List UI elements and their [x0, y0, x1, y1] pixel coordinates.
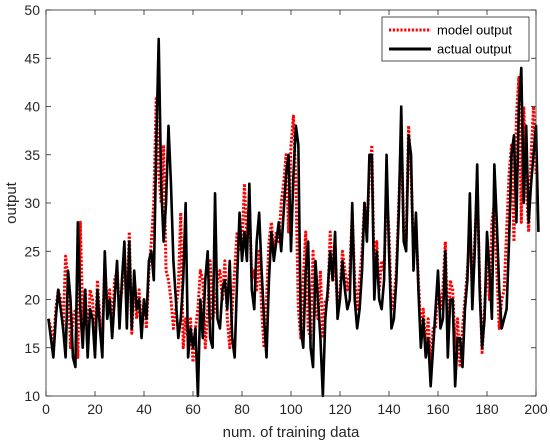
y-tick-label: 15: [24, 340, 40, 356]
x-tick-label: 200: [524, 401, 548, 417]
x-axis-label: num. of training data: [223, 424, 360, 441]
y-tick-label: 35: [24, 147, 40, 163]
legend: model output actual output: [381, 16, 530, 62]
x-tick-label: 180: [475, 401, 499, 417]
x-tick-label: 0: [42, 401, 50, 417]
x-tick-label: 160: [426, 401, 450, 417]
x-tick-label: 60: [185, 401, 201, 417]
x-tick-label: 100: [279, 401, 303, 417]
x-tick-label: 120: [328, 401, 352, 417]
legend-entry-model-output: model output: [437, 23, 513, 38]
x-tick-label: 20: [87, 401, 103, 417]
x-tick-label: 140: [377, 401, 401, 417]
y-tick-label: 30: [24, 195, 40, 211]
axis-ticks: 0 20 40 60 80 100 120 140 160 180 200 10 15 20 25 30 35 4…: [24, 2, 547, 417]
y-tick-label: 10: [24, 388, 40, 404]
legend-entry-actual-output: actual output: [437, 42, 512, 57]
y-tick-label: 40: [24, 99, 40, 115]
legend-box: [381, 16, 530, 62]
y-tick-label: 20: [24, 292, 40, 308]
x-tick-label: 40: [136, 401, 152, 417]
y-tick-label: 45: [24, 50, 40, 66]
series-line-actual-output: [47, 37, 540, 398]
y-tick-label: 50: [24, 2, 40, 18]
series-lines: [46, 37, 540, 398]
y-axis-label: output: [3, 181, 20, 224]
x-tick-label: 80: [234, 401, 250, 417]
y-tick-label: 25: [24, 243, 40, 259]
